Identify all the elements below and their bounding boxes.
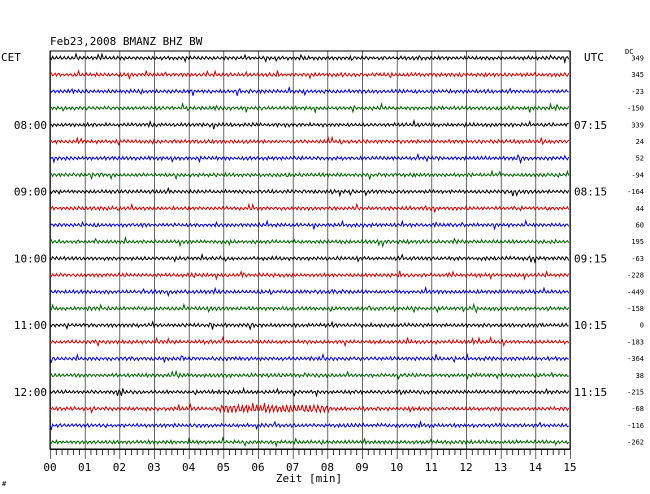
trace-16 — [49, 302, 570, 314]
dc-offset-label: -150 — [627, 105, 644, 113]
x-axis: 00 01 02 03 04 05 06 07 08 09 10 11 12 13 14 15 — [43, 449, 577, 474]
label-group: 349 345 -23 -150 339 24 52 -94 -164 44 60 195 -63 -22… — [14, 55, 644, 447]
footer-mark: # — [2, 480, 7, 488]
dc-offset-label: -23 — [631, 88, 644, 96]
x-tick-label: 06 — [251, 461, 264, 474]
trace-10 — [49, 202, 570, 214]
utc-time-label: 11:15 — [574, 386, 607, 399]
dc-offset-label: -364 — [627, 355, 644, 363]
x-tick-label: 07 — [286, 461, 299, 474]
trace-24 — [49, 436, 570, 448]
cet-time-label: 12:00 — [14, 386, 47, 399]
x-tick-label: 02 — [113, 461, 126, 474]
cet-time-label: 10:00 — [14, 252, 47, 265]
trace-12 — [49, 235, 570, 249]
trace-18 — [49, 335, 570, 348]
cet-time-label: 08:00 — [14, 119, 47, 132]
dc-offset-label: -158 — [627, 305, 644, 313]
trace-2 — [49, 69, 570, 81]
x-tick-label: 13 — [494, 461, 507, 474]
left-axis-label: CET — [1, 51, 21, 64]
dc-offset-label: -164 — [627, 188, 644, 196]
x-axis-label: Zeit [min] — [276, 472, 342, 485]
x-tick-label: 15 — [563, 461, 576, 474]
trace-6 — [49, 135, 570, 147]
dc-offset-label: 345 — [631, 71, 644, 79]
dc-offset-label: -449 — [627, 288, 644, 296]
trace-8 — [49, 169, 570, 181]
utc-time-label: 08:15 — [574, 186, 607, 199]
dc-offset-label: -215 — [627, 389, 644, 397]
x-tick-label: 14 — [529, 461, 543, 474]
x-tick-label: 05 — [217, 461, 230, 474]
right-axis-label: UTC — [584, 51, 604, 64]
x-tick-label: 10 — [390, 461, 403, 474]
x-tick-label: 03 — [147, 461, 160, 474]
x-tick-label: 01 — [78, 461, 91, 474]
x-tick-label: 04 — [182, 461, 196, 474]
trace-22 — [49, 402, 570, 414]
dc-offset-label: 52 — [636, 155, 644, 163]
trace-19 — [49, 352, 569, 364]
x-tick-label: 08 — [321, 461, 334, 474]
dc-offset-label: 349 — [631, 55, 644, 63]
dc-offset-label: -183 — [627, 338, 644, 346]
utc-time-label: 07:15 — [574, 119, 607, 132]
chart-title: Feb23,2008 BMANZ BHZ BW — [50, 35, 203, 48]
dc-offset-label: 44 — [636, 205, 644, 213]
dc-offset-label: -63 — [631, 255, 644, 263]
dc-offset-label: 339 — [631, 121, 644, 129]
dc-offset-label: -68 — [631, 405, 644, 413]
dc-offset-label: 38 — [636, 372, 644, 380]
trace-5 — [49, 118, 569, 130]
x-tick-label: 00 — [43, 461, 56, 474]
trace-13 — [49, 252, 570, 264]
trace-9 — [49, 186, 570, 198]
dc-offset-label: 0 — [640, 322, 644, 330]
trace-1 — [49, 52, 570, 65]
dc-offset-label: -262 — [627, 439, 644, 447]
cet-time-label: 11:00 — [14, 319, 47, 332]
x-tick-label: 11 — [425, 461, 438, 474]
utc-time-label: 09:15 — [574, 252, 607, 265]
trace-20 — [49, 369, 569, 381]
x-tick-label: 09 — [355, 461, 368, 474]
trace-7 — [49, 152, 570, 165]
trace-4 — [49, 101, 570, 114]
trace-11 — [49, 218, 570, 231]
dc-offset-label: -116 — [627, 422, 644, 430]
dc-offset-label: 24 — [636, 138, 644, 146]
trace-15 — [49, 285, 570, 298]
dc-offset-label: -94 — [631, 171, 644, 179]
trace-17 — [49, 320, 569, 331]
trace-group — [49, 52, 570, 448]
grid-lines — [49, 50, 571, 459]
trace-21 — [49, 387, 570, 398]
dc-offset-label: -228 — [627, 272, 644, 280]
utc-time-label: 10:15 — [574, 319, 607, 332]
dc-label: DC — [625, 48, 633, 56]
cet-time-label: 09:00 — [14, 186, 47, 199]
trace-23 — [49, 419, 569, 431]
trace-14 — [49, 269, 570, 281]
x-tick-label: 12 — [459, 461, 472, 474]
dc-offset-label: 195 — [631, 238, 644, 246]
plot-frame — [49, 50, 571, 450]
trace-3 — [49, 85, 569, 97]
dc-offset-label: 60 — [636, 222, 644, 230]
